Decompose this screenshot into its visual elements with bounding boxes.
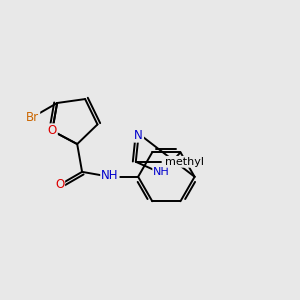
Text: Br: Br [26, 111, 39, 124]
Text: NH: NH [153, 167, 170, 177]
Text: NH: NH [101, 169, 118, 182]
Text: O: O [55, 178, 64, 191]
Text: O: O [48, 124, 57, 137]
Text: N: N [134, 129, 143, 142]
Text: methyl: methyl [165, 157, 204, 167]
